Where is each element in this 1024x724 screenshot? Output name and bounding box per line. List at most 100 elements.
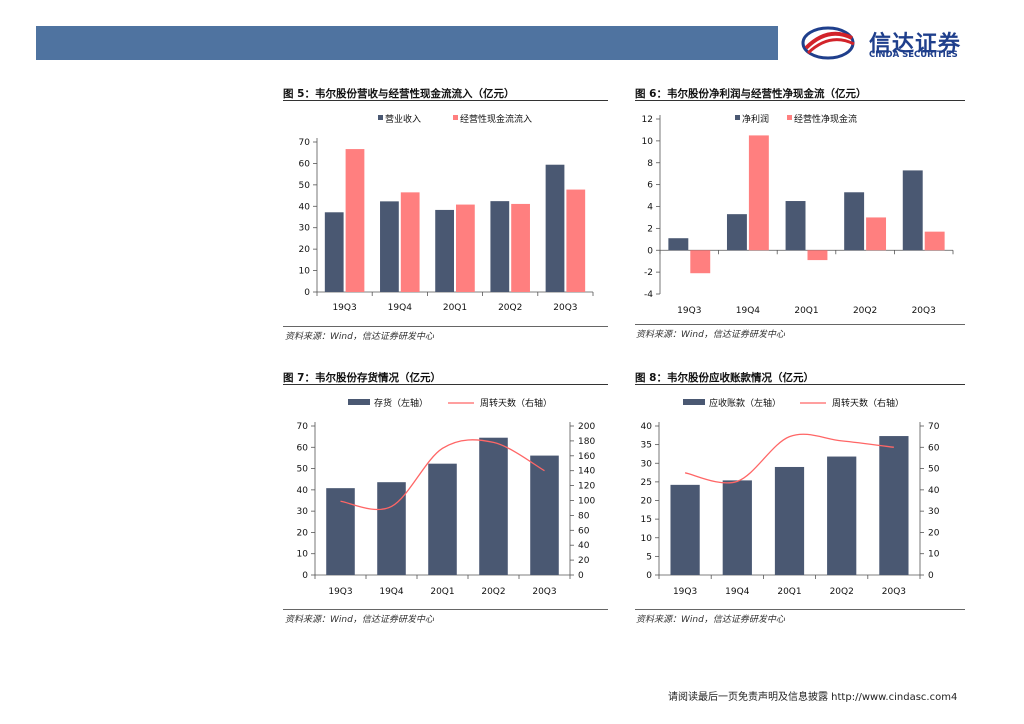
y-tick-label: 30: [297, 507, 309, 517]
y2-tick-label: 100: [578, 497, 595, 507]
figure-7-chart: 存货（左轴） 周转天数（右轴） 0 10 20 30 40 50 60 70 19Q3 19Q4 20Q…: [297, 397, 596, 597]
y-tick-label: 0: [304, 288, 310, 298]
x-tick-label: 20Q2: [481, 587, 505, 597]
x-tick-label: 19Q4: [736, 306, 761, 316]
y-tick-label: 8: [647, 159, 653, 169]
bar: [827, 456, 857, 575]
y-tick-label: 60: [299, 159, 311, 169]
y2-tick-label: 60: [928, 443, 940, 453]
figure-7-title: 图 7：韦尔股份存货情况（亿元）: [283, 372, 441, 384]
bar: [902, 170, 923, 251]
x-tick-label: 20Q3: [532, 587, 556, 597]
bar: [324, 212, 344, 292]
y-tick-label: 12: [642, 115, 653, 125]
y2-tick-label: 80: [578, 511, 590, 521]
y2-tick-label: 70: [928, 422, 940, 432]
y2-tick-label: 10: [928, 550, 940, 560]
y-tick-label: 70: [297, 422, 309, 432]
x-tick-label: 19Q3: [332, 303, 356, 313]
y-tick-label: 20: [297, 528, 309, 538]
y-tick-label: 70: [299, 138, 311, 148]
bar: [722, 480, 752, 575]
x-tick-label: 19Q3: [673, 587, 697, 597]
legend-swatch: [735, 115, 740, 120]
logo-cn-text: 信达证券: [869, 32, 962, 57]
y2-tick-label: 50: [928, 465, 940, 475]
bar: [530, 455, 559, 575]
y2-tick-label: 160: [578, 452, 595, 462]
bar: [377, 482, 406, 575]
bar: [879, 436, 909, 575]
x-tick-label: 20Q3: [912, 306, 936, 316]
y-tick-label: 2: [647, 224, 653, 234]
x-tick-label: 19Q4: [379, 587, 404, 597]
y-tick-label: 60: [297, 443, 309, 453]
y2-tick-label: 120: [578, 482, 595, 492]
bar: [566, 189, 586, 292]
figure-8-top-rule: [635, 384, 965, 385]
y2-tick-label: 40: [928, 486, 940, 496]
y2-tick-label: 140: [578, 467, 595, 477]
bar: [456, 204, 475, 292]
turnover-days-line: [684, 433, 894, 484]
bar: [428, 463, 457, 575]
y2-tick-label: 20: [578, 556, 590, 566]
figure-5-source: 资料来源：Wind，信达证券研发中心: [285, 332, 434, 342]
y-tick-label: -2: [644, 268, 653, 278]
bar: [785, 201, 806, 251]
x-tick-label: 20Q2: [830, 587, 854, 597]
bar: [545, 164, 565, 292]
figure-7-bottom-rule: [283, 609, 608, 610]
x-tick-label: 19Q4: [388, 303, 413, 313]
bar: [668, 238, 689, 251]
figure-6-title: 图 6：韦尔股份净利润与经营性净现金流（亿元）: [635, 88, 867, 100]
y-tick-label: 40: [299, 202, 311, 212]
legend-label: 经营性净现金流: [794, 113, 857, 125]
y-tick-label: 10: [642, 137, 654, 147]
x-tick-label: 19Q3: [677, 306, 701, 316]
bar: [774, 466, 805, 575]
bar: [400, 192, 420, 292]
y-tick-label: 4: [647, 203, 653, 213]
y-tick-label: 0: [646, 571, 652, 581]
legend-label: 经营性现金流流入: [460, 113, 532, 125]
x-tick-label: 20Q2: [498, 303, 522, 313]
logo-en-text: CINDA SECURITIES: [869, 50, 958, 60]
legend-bar-swatch: [348, 399, 370, 405]
bar: [866, 217, 887, 251]
y2-tick-label: 180: [578, 437, 595, 447]
y-tick-label: 10: [299, 267, 311, 277]
legend-label: 营业收入: [385, 113, 421, 125]
legend-label: 周转天数（右轴）: [832, 397, 904, 409]
y-tick-label: 25: [641, 478, 652, 488]
y2-tick-label: 40: [578, 541, 590, 551]
figure-7-top-rule: [283, 384, 608, 385]
y-tick-label: 6: [647, 181, 653, 191]
x-tick-label: 19Q3: [328, 587, 352, 597]
bar: [479, 437, 508, 575]
y-tick-label: 15: [641, 515, 652, 525]
x-tick-label: 20Q1: [777, 587, 801, 597]
figure-8-bottom-rule: [635, 609, 965, 610]
x-tick-label: 20Q1: [443, 303, 467, 313]
figure-5-chart: 营业收入 经营性现金流流入 0 10 20 30 40 50 60 70 19Q3 19Q4 20Q1 2…: [299, 113, 594, 313]
y-tick-label: 20: [641, 497, 653, 507]
cinda-logo-icon: [801, 26, 855, 60]
page-number: 4: [950, 692, 958, 703]
x-tick-label: 20Q1: [430, 587, 454, 597]
bar: [726, 214, 747, 251]
footer: 请阅读最后一页免责声明及信息披露 http://www.cindasc.com4: [668, 688, 957, 703]
y-tick-label: 0: [302, 571, 308, 581]
bar: [807, 250, 828, 261]
bar: [326, 488, 355, 575]
y-tick-label: 0: [647, 246, 653, 256]
legend-label: 存货（左轴）: [374, 397, 428, 409]
y-tick-label: 50: [299, 181, 311, 191]
figure-6-top-rule: [635, 100, 965, 101]
figure-8-title: 图 8：韦尔股份应收账款情况（亿元）: [635, 372, 814, 384]
figure-6-bottom-rule: [635, 324, 965, 325]
y-tick-label: 40: [297, 486, 309, 496]
y-tick-label: 10: [297, 550, 309, 560]
x-tick-label: 20Q3: [553, 303, 577, 313]
bar: [844, 192, 865, 251]
